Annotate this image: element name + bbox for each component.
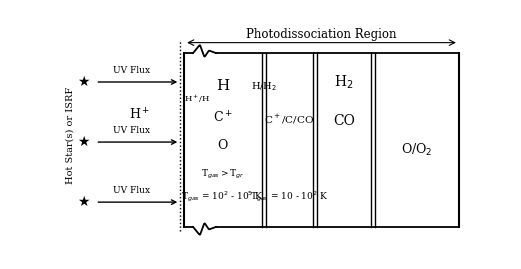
Text: H/H$_2$: H/H$_2$ bbox=[251, 80, 277, 93]
Text: Hot Star(s) or ISRF: Hot Star(s) or ISRF bbox=[66, 87, 75, 185]
Text: H$^+$/H: H$^+$/H bbox=[184, 92, 211, 105]
Text: UV Flux: UV Flux bbox=[113, 66, 151, 75]
Text: H$_2$: H$_2$ bbox=[334, 73, 353, 91]
Text: O: O bbox=[217, 139, 228, 152]
Text: ★: ★ bbox=[77, 75, 90, 89]
Text: ★: ★ bbox=[77, 135, 90, 149]
Text: T$_{gas}$ = 10 - 10$^2$ K: T$_{gas}$ = 10 - 10$^2$ K bbox=[250, 190, 329, 204]
Text: H$^+$: H$^+$ bbox=[129, 108, 151, 123]
Text: UV Flux: UV Flux bbox=[113, 126, 151, 135]
Text: T$_{gas}$ = 10$^2$ - 10$^5$ K: T$_{gas}$ = 10$^2$ - 10$^5$ K bbox=[181, 190, 264, 204]
Text: UV Flux: UV Flux bbox=[113, 186, 151, 195]
Text: ★: ★ bbox=[77, 195, 90, 209]
Text: C$^+$/C/CO: C$^+$/C/CO bbox=[264, 113, 314, 126]
Text: O/O$_2$: O/O$_2$ bbox=[401, 142, 432, 158]
Text: CO: CO bbox=[333, 114, 355, 128]
Text: C$^+$: C$^+$ bbox=[213, 111, 232, 126]
Text: T$_{gas}$$>$T$_{gr}$: T$_{gas}$$>$T$_{gr}$ bbox=[201, 168, 244, 181]
Text: H: H bbox=[216, 79, 229, 93]
Text: Photodissociation Region: Photodissociation Region bbox=[246, 27, 397, 41]
